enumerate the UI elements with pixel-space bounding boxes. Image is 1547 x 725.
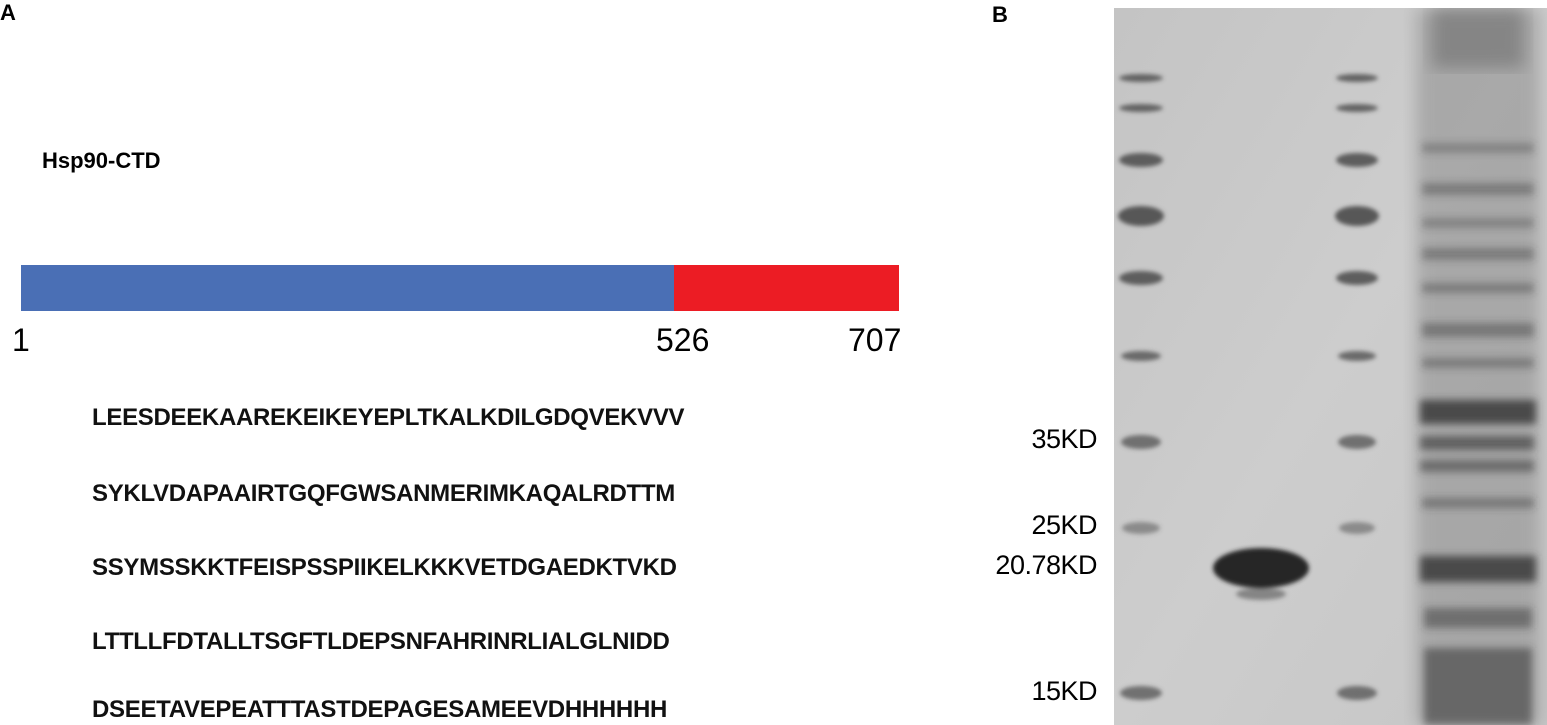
mw-label-35kd: 35KD <box>1031 424 1097 454</box>
panel-label-a: A <box>0 0 16 25</box>
mw-label-20-78kd: 20.78KD <box>995 550 1097 580</box>
sequence-line: SSYMSSKKTFEISPSSPIIKELKKKVETDGAEDKTVKD <box>92 554 677 581</box>
construct-name: Hsp90-CTD <box>42 148 161 173</box>
position-label-end: 707 <box>848 322 902 358</box>
sequence-line: SYKLVDAPAAIRTGQFGWSANMERIMKAQALRDTTM <box>92 480 675 507</box>
position-label-start: 1 <box>12 322 30 358</box>
mw-label-25kd: 25KD <box>1031 510 1097 540</box>
marker-lane-1 <box>1118 74 1164 700</box>
panel-label-b: B <box>992 2 1008 27</box>
sequence-line: LEESDEEKAAREKEIKEYEPLTKALKDILGDQVEKVVV <box>92 404 685 431</box>
sds-page-gel-image <box>1114 8 1547 725</box>
sequence-line: DSEETAVEPEATTTASTDEPAGESAMEEVDHHHHHH <box>92 696 668 723</box>
marker-lane-2 <box>1335 74 1379 700</box>
purified-protein-lane <box>1213 548 1309 600</box>
position-label-boundary: 526 <box>656 322 710 358</box>
sequence-line: LTTLLFDTALLTSGFTLDEPSNFAHRINRLIALGLNIDD <box>92 628 670 655</box>
lysate-lane <box>1416 8 1540 725</box>
domain-segment-n-terminal <box>21 265 674 311</box>
domain-bar <box>21 265 899 311</box>
domain-segment-ctd <box>673 265 899 311</box>
mw-label-15kd: 15KD <box>1031 676 1097 706</box>
